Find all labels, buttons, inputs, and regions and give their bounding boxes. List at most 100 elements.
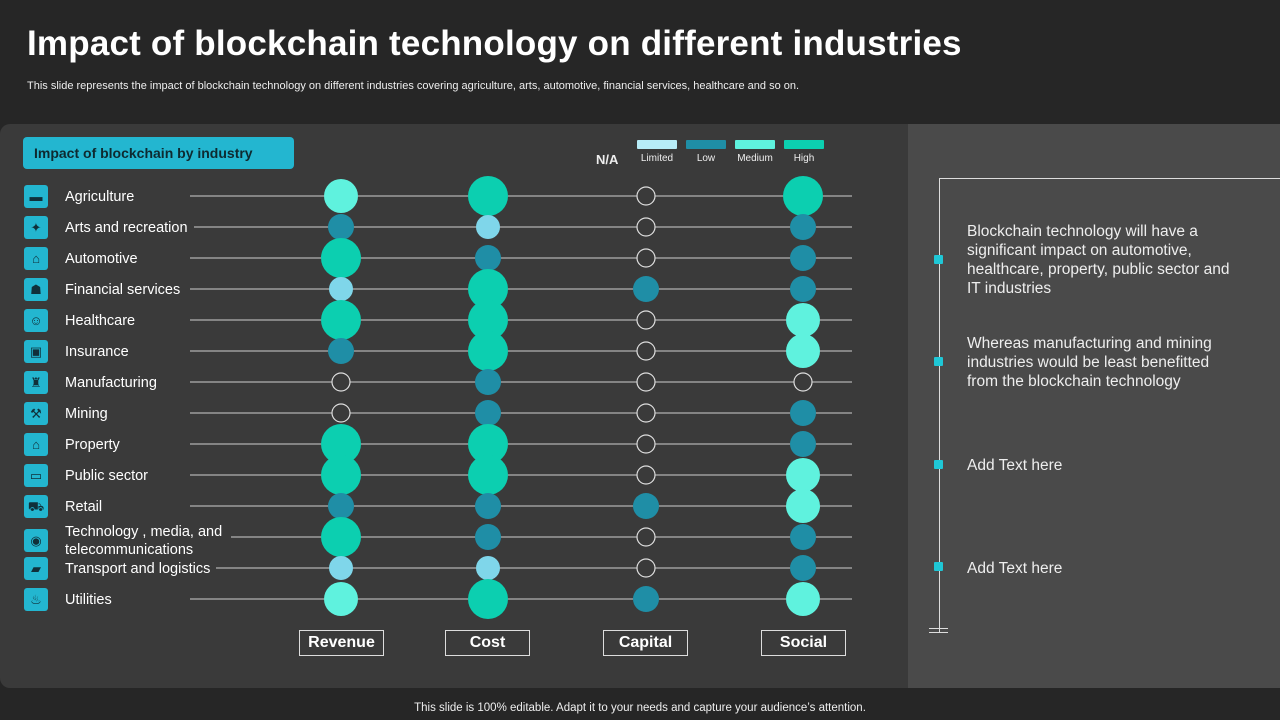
dot-cost-high [468, 269, 508, 309]
page-title: Impact of blockchain technology on diffe… [27, 24, 962, 63]
row-label-automotive: Automotive [65, 250, 144, 268]
row-label-public-sector: Public sector [65, 467, 155, 485]
dot-capital-na [636, 403, 656, 423]
dot-cost-high [468, 424, 508, 464]
note-text: Blockchain technology will have a signif… [967, 223, 1230, 297]
theater-icon: ✦ [24, 216, 48, 239]
dot-revenue-na [331, 403, 351, 423]
dot-capital-low [633, 586, 659, 612]
row-label-mining: Mining [65, 405, 114, 423]
legend-item-low: Low [686, 140, 726, 164]
dot-social-medium [786, 582, 820, 616]
legend-item-limited: Limited [637, 140, 677, 164]
dot-social-low [790, 400, 816, 426]
page-subtitle: This slide represents the impact of bloc… [27, 80, 800, 92]
bank-icon: ☗ [24, 278, 48, 301]
dot-capital-na [636, 186, 656, 206]
pickaxe-icon: ⚒ [24, 402, 48, 425]
dot-cost-limited [476, 556, 500, 580]
row-label-property: Property [65, 436, 126, 454]
truck-icon: ▰ [24, 557, 48, 580]
timeline-marker [934, 460, 943, 469]
dot-social-medium [786, 303, 820, 337]
dot-revenue-low [328, 338, 354, 364]
footer-note: This slide is 100% editable. Adapt it to… [414, 702, 866, 714]
legend-label: Medium [737, 153, 773, 164]
legend-item-medium: Medium [735, 140, 775, 164]
dot-social-na [793, 372, 813, 392]
dot-revenue-high [321, 300, 361, 340]
dot-capital-na [636, 465, 656, 485]
dot-capital-na [636, 217, 656, 237]
legend-swatch [784, 140, 824, 149]
note-text: Whereas manufacturing and mining industr… [967, 335, 1212, 390]
legend-item-high: High [784, 140, 824, 164]
column-label-capital: Capital [603, 630, 688, 656]
tractor-icon: ▬ [24, 185, 48, 208]
car-icon: ⌂ [24, 247, 48, 270]
legend-label: High [793, 153, 815, 164]
dot-revenue-medium [324, 582, 358, 616]
globe-icon: ◉ [24, 529, 48, 552]
dot-social-medium [786, 489, 820, 523]
dot-cost-high [468, 331, 508, 371]
dot-cost-low [475, 400, 501, 426]
dot-revenue-high [321, 455, 361, 495]
row-label-retail: Retail [65, 498, 109, 516]
dot-social-low [790, 245, 816, 271]
timeline-marker [934, 255, 943, 264]
dot-social-medium [786, 334, 820, 368]
dot-social-low [790, 214, 816, 240]
legend-swatch [686, 140, 726, 149]
dot-social-high [783, 176, 823, 216]
dot-cost-low [475, 524, 501, 550]
chart-title-badge: Impact of blockchain by industry [23, 137, 294, 169]
bus-icon: ▭ [24, 464, 48, 487]
grid-lines [190, 195, 852, 600]
dot-capital-na [636, 434, 656, 454]
dot-social-low [790, 431, 816, 457]
column-label-revenue: Revenue [299, 630, 384, 656]
legend-label: Limited [640, 153, 674, 164]
dot-revenue-na [331, 372, 351, 392]
data-dots [321, 176, 823, 619]
dot-revenue-limited [329, 556, 353, 580]
doctor-icon: ☺ [24, 309, 48, 332]
row-label-agriculture: Agriculture [65, 188, 141, 206]
row-label-tmt: Technology , media, and telecommunicatio… [65, 523, 231, 559]
dot-revenue-high [321, 238, 361, 278]
row-label-insurance: Insurance [65, 343, 135, 361]
dot-revenue-low [328, 493, 354, 519]
dot-cost-low [475, 369, 501, 395]
dot-social-low [790, 555, 816, 581]
dot-cost-high [468, 300, 508, 340]
dot-revenue-low [328, 214, 354, 240]
timeline-base [929, 632, 948, 633]
dot-cost-high [468, 176, 508, 216]
legend-na-label: N/A [596, 152, 619, 167]
shield-icon: ▣ [24, 340, 48, 363]
dot-capital-na [636, 527, 656, 547]
row-label-arts: Arts and recreation [65, 219, 194, 237]
dot-capital-na [636, 341, 656, 361]
row-label-utilities: Utilities [65, 591, 118, 609]
row-label-transport: Transport and logistics [65, 560, 217, 578]
timeline-line [939, 178, 1280, 632]
row-label-manufacturing: Manufacturing [65, 374, 163, 392]
dot-cost-low [475, 245, 501, 271]
dot-social-medium [786, 458, 820, 492]
dot-cost-high [468, 579, 508, 619]
dot-cost-low [475, 493, 501, 519]
dot-social-low [790, 276, 816, 302]
note-text: Add Text here [967, 560, 1063, 577]
dot-cost-limited [476, 215, 500, 239]
column-label-social: Social [761, 630, 846, 656]
factory-icon: ♜ [24, 371, 48, 394]
row-label-healthcare: Healthcare [65, 312, 142, 330]
dot-cost-high [468, 455, 508, 495]
cart-icon: ⛟ [24, 495, 48, 518]
dot-capital-na [636, 372, 656, 392]
dot-revenue-limited [329, 277, 353, 301]
dot-revenue-medium [324, 179, 358, 213]
